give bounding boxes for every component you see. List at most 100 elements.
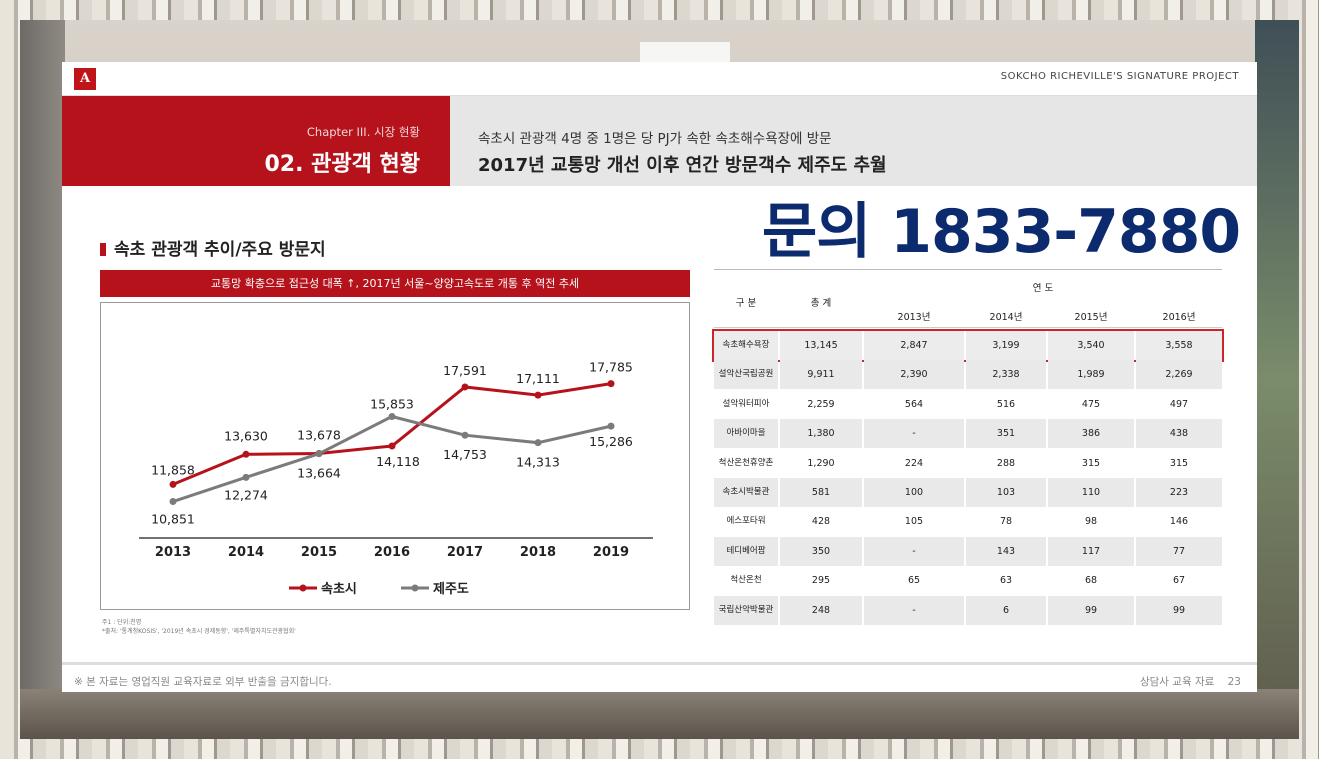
chapter-box: Chapter III. 시장 현황 02. 관광객 현황	[62, 96, 450, 186]
data-label: 11,858	[151, 462, 195, 477]
x-tick-label: 2015	[301, 545, 337, 560]
x-tick-label: 2014	[228, 545, 264, 560]
data-label: 14,313	[516, 455, 560, 470]
row-value-cell: 77	[1136, 536, 1222, 566]
background-wall	[20, 20, 65, 739]
data-label: 13,678	[297, 427, 341, 442]
row-value-cell: -	[864, 419, 964, 449]
line-chart: 2013 2014 2015 2016 2017 2018 2019 11,858 13,630…	[100, 302, 690, 610]
row-value-cell: 143	[966, 536, 1046, 566]
row-value-cell: 99	[1048, 595, 1134, 625]
line-chart-svg: 2013 2014 2015 2016 2017 2018 2019 11,858 13,630…	[139, 360, 653, 597]
row-value-cell: 386	[1048, 419, 1134, 449]
row-name-cell: 테디베어팜	[714, 536, 778, 566]
table-row: 척산온천휴양촌 1,290 224 288 315 315	[714, 449, 1222, 478]
header-category: 구 분	[735, 298, 757, 309]
row-value-cell: 223	[1136, 478, 1222, 507]
data-point	[607, 380, 615, 388]
table-row: 척산온천 295 65 63 68 67	[714, 566, 1222, 595]
row-value-cell: 9,911	[780, 360, 862, 390]
data-label: 14,753	[443, 447, 487, 462]
footer-page-number: 23	[1227, 676, 1241, 688]
table-row: 국립산악박물관 248-6 99 99	[714, 595, 1222, 625]
table-row: 아바이마을 1,380-351 386 438	[714, 419, 1222, 449]
headline-main: 2017년 교통망 개선 이후 연간 방문객수 제주도 추월	[478, 155, 887, 176]
row-value-cell: 564	[904, 398, 924, 410]
row-name-cell: 설악워터피아	[722, 398, 770, 409]
row-name-cell: 에스포타워	[726, 516, 766, 527]
brand-logo: A	[74, 68, 96, 90]
data-point	[607, 422, 615, 430]
slide-footer: ※ 본 자료는 영업직원 교육자료로 외부 반출을 금지합니다. 상담사 교육 …	[62, 662, 1257, 692]
footer-notice: ※ 본 자료는 영업직원 교육자료로 외부 반출을 금지합니다.	[74, 676, 332, 688]
row-value-cell: 438	[1136, 419, 1222, 449]
header-total: 총 계	[810, 298, 832, 309]
row-name-cell: 국립산악박물관	[714, 595, 778, 625]
data-label: 17,591	[443, 363, 487, 378]
footnote-unit: 주1 : 단위:천명	[102, 619, 142, 626]
table-header-rule	[714, 327, 1222, 328]
table-header: 구 분 총 계 연 도 2013년 2014년 2015년 2016년	[714, 269, 1222, 327]
data-point	[461, 431, 469, 439]
table-row: 에스포타워 428 105 78 98 146	[714, 507, 1222, 536]
row-value-cell: 1,380	[780, 419, 862, 449]
row-value-cell: 68	[1084, 575, 1098, 587]
data-label: 15,286	[589, 434, 633, 449]
row-value-cell: 3,558	[1136, 331, 1222, 360]
table-row-highlighted: 속초해수욕장 13,145 2,847 3,199 3,540 3,558	[712, 329, 1224, 362]
inquiry-phone: 문의 1833-7880	[762, 197, 1241, 267]
data-point	[534, 439, 542, 447]
row-value-cell: 288	[996, 457, 1016, 469]
row-value-cell: 295	[811, 575, 831, 587]
table-row: 설악워터피아 2,259 564 516 475 497	[714, 390, 1222, 419]
data-label: 10,851	[151, 512, 195, 527]
background-floor	[20, 689, 1299, 739]
row-value-cell: 99	[1136, 595, 1222, 625]
row-value-cell: 315	[1081, 457, 1101, 469]
data-label: 13,630	[224, 428, 268, 443]
row-value-cell: -	[864, 595, 964, 625]
background-window	[1255, 20, 1299, 739]
chapter-title: 02. 관광객 현황	[264, 152, 421, 177]
row-value-cell: 475	[1081, 398, 1101, 410]
row-value-cell: 117	[1048, 536, 1134, 566]
row-value-cell: 3,199	[966, 331, 1046, 360]
section-title: 속초 관광객 추이/주요 방문지	[100, 235, 326, 260]
headline-box: 속초시 관광객 4명 중 1명은 당 PJ가 속한 속초해수욕장에 방문 201…	[450, 96, 1257, 186]
row-name-cell: 속초시박물관	[714, 478, 778, 507]
chapter-label: Chapter III. 시장 현황	[306, 125, 420, 139]
data-point	[388, 442, 396, 450]
row-value-cell: 350	[780, 536, 862, 566]
legend-label: 속초시	[321, 582, 357, 597]
table-top-rule	[714, 269, 1222, 270]
data-point	[461, 383, 469, 391]
row-value-cell: 13,145	[780, 331, 862, 360]
row-value-cell: 103	[966, 478, 1046, 507]
x-tick-label: 2013	[155, 545, 191, 560]
row-value-cell: 1,290	[807, 457, 835, 469]
row-value-cell: 100	[864, 478, 964, 507]
header-years-group: 연 도	[1032, 283, 1054, 294]
row-value-cell: 78	[999, 516, 1013, 528]
x-tick-label: 2019	[593, 545, 629, 560]
row-value-cell: 516	[996, 398, 1016, 410]
background-light	[640, 42, 730, 62]
footer-page-label: 상담사 교육 자료	[1139, 676, 1215, 688]
row-value-cell: 105	[904, 516, 924, 528]
row-name-cell: 아바이마을	[714, 419, 778, 449]
row-value-cell: 98	[1084, 516, 1098, 528]
row-value-cell: 2,390	[864, 360, 964, 390]
row-value-cell: 428	[811, 516, 831, 528]
row-value-cell: 248	[780, 595, 862, 625]
data-label: 17,111	[516, 371, 560, 386]
x-tick-label: 2018	[520, 545, 556, 560]
row-value-cell: -	[864, 536, 964, 566]
data-label: 14,118	[376, 454, 420, 469]
legend-marker	[299, 584, 307, 592]
data-label: 15,853	[370, 396, 414, 411]
slide-top-bar: A SOKCHO RICHEVILLE'S SIGNATURE PROJECT	[62, 62, 1257, 96]
row-name-cell: 속초해수욕장	[714, 331, 778, 360]
data-label: 17,785	[589, 360, 633, 375]
legend-label: 제주도	[433, 582, 469, 597]
data-label: 12,274	[224, 487, 268, 502]
